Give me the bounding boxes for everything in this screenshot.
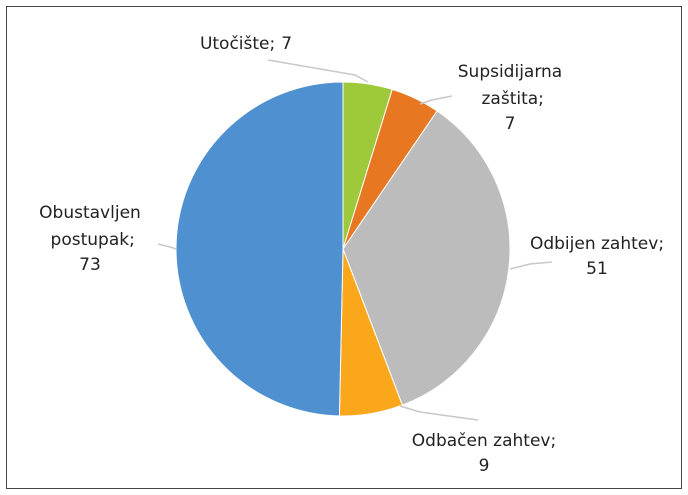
pie-slice — [175, 81, 344, 417]
pie-slice — [342, 110, 511, 406]
data-label: 7 — [281, 34, 292, 54]
data-label: 9 — [479, 456, 490, 476]
data-label-name: Obustavljen postupak — [39, 203, 141, 250]
leader-line — [509, 261, 553, 270]
data-label-name: Odbijen zahtev — [530, 234, 658, 254]
data-label: 73 — [79, 255, 101, 275]
data-label: 51 — [586, 259, 608, 279]
data-label-separator: ; — [550, 431, 556, 451]
data-label-name: Utočište — [200, 34, 270, 54]
leader-line — [267, 59, 369, 83]
data-label: 7 — [505, 114, 516, 134]
data-label-separator: ; — [658, 234, 664, 254]
leader-line — [419, 95, 453, 105]
data-label-separator: ; — [129, 230, 135, 250]
data-label-name: Odbačen zahtev — [412, 431, 551, 451]
data-label-separator: ; — [538, 89, 544, 109]
leader-lines — [157, 59, 553, 421]
leader-line — [399, 405, 479, 421]
data-label-separator: ; — [270, 34, 276, 54]
data-label-name: Supsidijarna zaštita — [458, 62, 562, 109]
pie — [175, 81, 511, 417]
leader-line — [157, 243, 177, 250]
